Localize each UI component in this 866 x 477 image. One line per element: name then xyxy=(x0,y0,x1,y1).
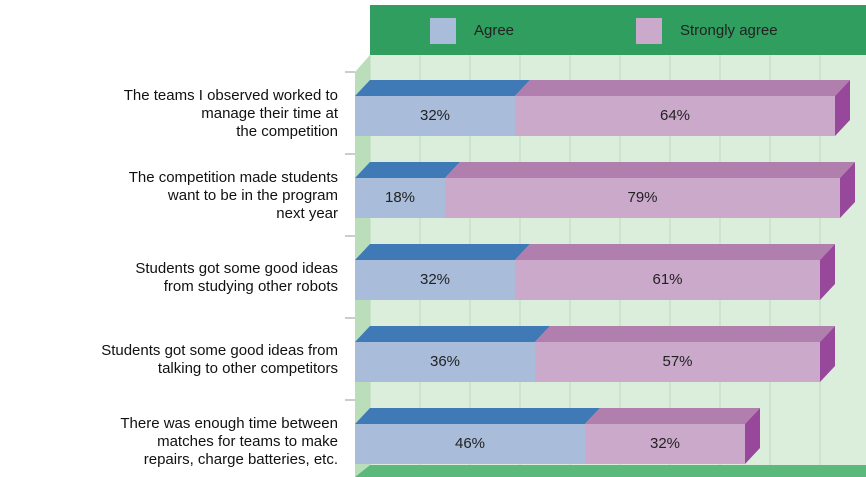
value-label: 46% xyxy=(455,435,485,452)
bar-top xyxy=(355,244,530,260)
value-label: 57% xyxy=(662,353,692,370)
category-label: The teams I observed worked to manage th… xyxy=(123,87,338,140)
bar-top xyxy=(355,326,550,342)
category-label: Students got some good ideas from studyi… xyxy=(135,260,338,295)
bar xyxy=(515,260,820,300)
bar xyxy=(355,178,445,218)
floor xyxy=(355,465,866,477)
bar-side xyxy=(820,244,835,300)
legend-label: Strongly agree xyxy=(680,22,778,39)
value-label: 36% xyxy=(430,353,460,370)
bar-top xyxy=(355,162,460,178)
bar-top xyxy=(355,80,530,96)
category-label: The competition made students want to be… xyxy=(128,169,338,222)
value-label: 32% xyxy=(420,271,450,288)
legend-label: Agree xyxy=(474,22,514,39)
bar-side xyxy=(840,162,855,218)
bar-side xyxy=(820,326,835,382)
bar xyxy=(355,96,515,136)
bar xyxy=(535,342,820,382)
bar-top xyxy=(445,162,855,178)
value-label: 32% xyxy=(650,435,680,452)
legend-swatch xyxy=(636,18,662,44)
bar-top xyxy=(585,408,760,424)
value-label: 79% xyxy=(627,189,657,206)
bar xyxy=(355,342,535,382)
category-label: There was enough time between matches fo… xyxy=(120,415,338,468)
bar-top xyxy=(355,408,600,424)
bar-top xyxy=(515,80,850,96)
value-label: 32% xyxy=(420,107,450,124)
value-label: 61% xyxy=(652,271,682,288)
value-label: 18% xyxy=(385,189,415,206)
bar-side xyxy=(745,408,760,464)
bar-top xyxy=(535,326,835,342)
bar xyxy=(515,96,835,136)
bar xyxy=(445,178,840,218)
bar xyxy=(355,424,585,464)
bar xyxy=(585,424,745,464)
bar xyxy=(355,260,515,300)
legend-swatch xyxy=(430,18,456,44)
value-label: 64% xyxy=(660,107,690,124)
bar-top xyxy=(515,244,835,260)
bar-side xyxy=(835,80,850,136)
category-label: Students got some good ideas from talkin… xyxy=(101,342,338,377)
